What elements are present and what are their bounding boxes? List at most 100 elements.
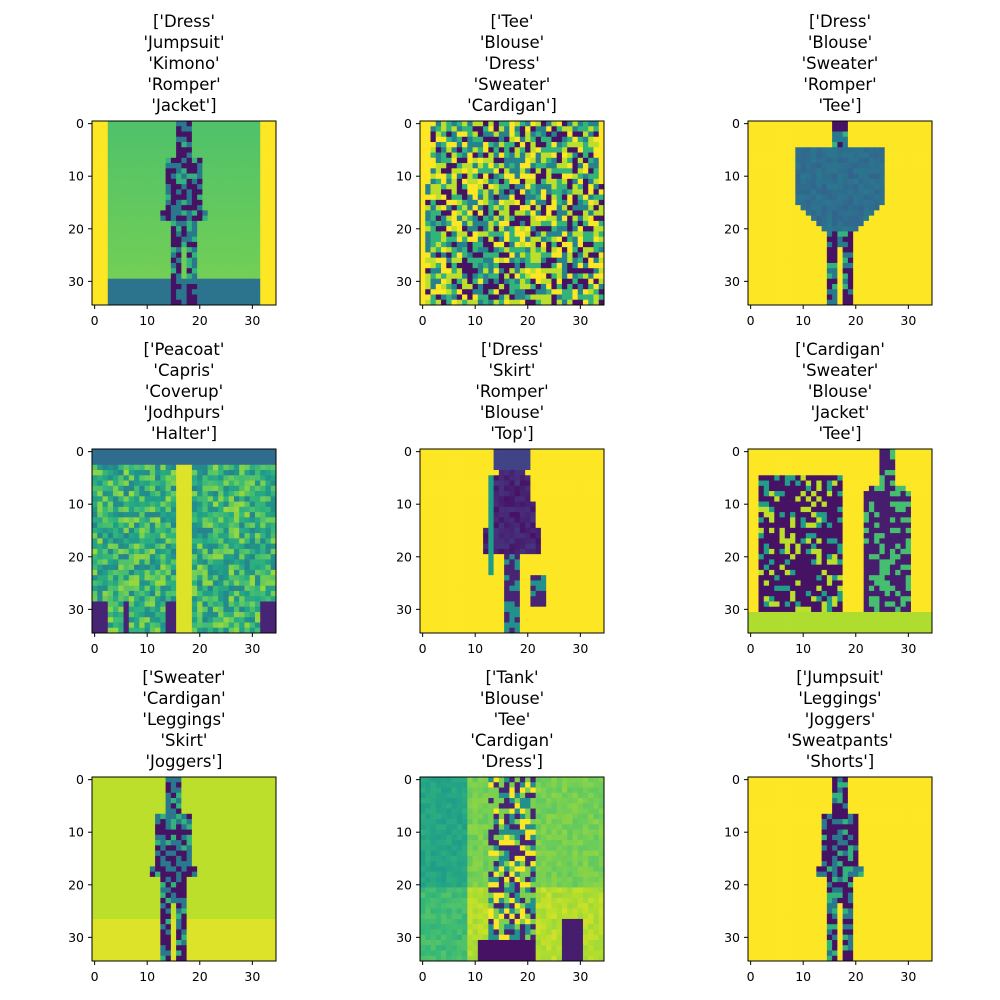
heatmap-cell [233,215,240,222]
heatmap-cell [821,220,828,227]
heatmap-cell [254,491,261,497]
heatmap-cell [207,283,214,290]
heatmap-cell [462,215,468,222]
heatmap-cell [535,231,542,238]
heatmap-cell [233,299,240,306]
heatmap-cell [102,622,109,629]
heatmap-cell [905,121,912,127]
heatmap-cell [921,173,928,180]
heatmap-cell [784,252,791,259]
heatmap-cell [123,585,130,592]
heatmap-cell [748,199,754,206]
heatmap-cell [155,512,161,518]
heatmap-cell [160,136,166,143]
heatmap-cell [218,564,224,571]
heatmap-cell [92,527,98,534]
heatmap-cell [233,611,240,618]
heatmap-cell [191,257,198,264]
heatmap-cell [748,184,754,190]
heatmap-cell [462,194,468,201]
heatmap-cell [504,121,510,127]
heatmap-cell [425,184,431,190]
heatmap-cell [233,606,240,613]
heatmap-cell [102,231,109,238]
heatmap-cell [102,168,109,174]
heatmap-cell [868,152,875,159]
heatmap-cell [795,168,801,174]
heatmap-cell [790,178,796,185]
heatmap-cell [265,449,272,455]
heatmap-cell [144,205,151,211]
heatmap-cell [207,231,214,238]
heatmap-cell [556,184,563,190]
heatmap-cell [97,459,103,466]
heatmap-cell [593,241,600,248]
heatmap-cell [784,247,791,253]
heatmap-cell [197,278,203,285]
heatmap-cell [425,194,431,201]
heatmap-cell [493,199,500,206]
heatmap-cell [509,157,516,164]
heatmap-cell [207,294,214,301]
heatmap-cell [477,126,484,132]
heatmap-cell [176,136,182,143]
heatmap-cell [160,548,166,555]
heatmap-cell [504,163,510,169]
heatmap-cell [425,189,431,195]
heatmap-cell [170,449,177,455]
heatmap-cell [926,262,933,269]
heatmap-cell [92,189,98,195]
heatmap-cell [572,236,579,243]
heatmap-cell [758,241,765,248]
heatmap-cell [525,131,531,138]
heatmap-cell [191,273,198,280]
heatmap-cell [249,548,256,555]
heatmap-cell [832,152,838,159]
heatmap-cell [498,252,505,259]
heatmap-cell [826,220,833,227]
heatmap-cell [572,168,579,174]
heatmap-cell [858,184,865,190]
heatmap-cell [826,262,833,269]
heatmap-cell [926,152,933,159]
heatmap-cell [472,178,479,185]
heatmap-cell [128,533,135,539]
heatmap-cell [102,601,109,608]
heatmap-cell [165,268,172,274]
heatmap-cell [535,199,542,206]
heatmap-cell [435,226,442,232]
heatmap-cell [149,126,156,132]
heatmap-cell [149,517,156,523]
heatmap-cell [155,617,161,623]
heatmap-cell [254,189,261,195]
heatmap-cell [107,294,114,301]
heatmap-cell [212,449,219,455]
heatmap-cell [212,601,219,608]
heatmap-cell [123,220,130,227]
heatmap-cell [816,163,822,169]
heatmap-cell [577,247,584,253]
heatmap-cell [535,147,542,153]
heatmap-cell [102,596,109,602]
heatmap-cell [155,491,161,497]
heatmap-cell [895,231,901,238]
heatmap-cell [763,215,770,222]
heatmap-cell [265,189,272,195]
heatmap-cell [884,131,891,138]
heatmap-cell [425,262,431,269]
heatmap-cell [921,289,928,295]
heatmap-cell [270,611,277,618]
heatmap-cell [472,257,479,264]
heatmap-cell [228,485,235,492]
heatmap-cell [244,611,251,618]
heatmap-cell [488,283,494,290]
heatmap-cell [916,184,922,190]
heatmap-cell [191,533,198,539]
heatmap-cell [207,226,214,232]
heatmap-cell [498,205,505,211]
heatmap-cell [582,147,589,153]
heatmap-cell [462,147,468,153]
heatmap-cell [910,268,917,274]
heatmap-cell [233,617,240,623]
heatmap-cell [128,215,135,222]
